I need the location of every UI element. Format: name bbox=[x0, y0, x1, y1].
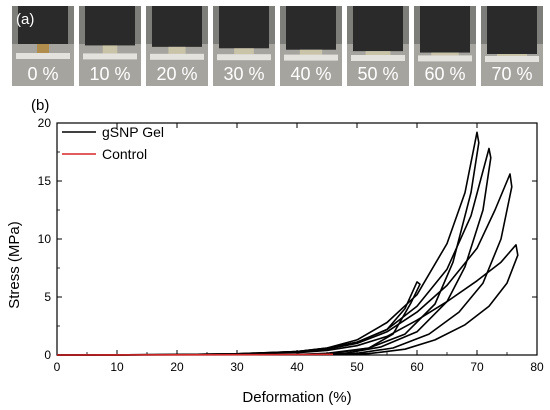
photo-label: 20 % bbox=[156, 64, 197, 84]
panel-a-label: (a) bbox=[16, 11, 34, 28]
chart-legend: gSNP Gel Control bbox=[62, 124, 164, 162]
x-tick-label: 30 bbox=[230, 360, 244, 374]
legend-label: Control bbox=[102, 146, 147, 162]
x-tick-label: 60 bbox=[410, 360, 424, 374]
x-tick-label: 70 bbox=[470, 360, 484, 374]
y-tick-label: 5 bbox=[44, 290, 51, 304]
legend-label: gSNP Gel bbox=[102, 124, 164, 140]
compression-photo: 0 % bbox=[12, 6, 74, 86]
photo-strip-svg: 0 % 10 % 20 % 30 % 40 % 50 % 60 % 70 % (a) bbox=[12, 6, 543, 86]
compression-photo: 50 % bbox=[347, 6, 409, 86]
chart-curves bbox=[56, 131, 519, 356]
y-tick-label: 15 bbox=[38, 174, 52, 188]
panel-b-label: (b) bbox=[31, 97, 49, 114]
compression-photo: 20 % bbox=[146, 6, 208, 86]
compression-photo: 30 % bbox=[213, 6, 275, 86]
compression-photo: 70 % bbox=[481, 6, 543, 86]
photo-label: 0 % bbox=[27, 64, 58, 84]
compression-photo: 60 % bbox=[414, 6, 476, 86]
photo-label: 50 % bbox=[357, 64, 398, 84]
y-tick-label: 10 bbox=[38, 232, 52, 246]
photo-label: 40 % bbox=[290, 64, 331, 84]
x-tick-label: 40 bbox=[290, 360, 304, 374]
x-tick-label: 50 bbox=[350, 360, 364, 374]
photo-label: 60 % bbox=[424, 64, 465, 84]
y-tick-label: 20 bbox=[38, 116, 52, 130]
x-axis-label: Deformation (%) bbox=[242, 389, 351, 406]
panel-b-stress-deformation-chart: (b) 0 10 20 30 40 50 60 70 80 0 5 10 15 20 gSNP Gel Co… bbox=[6, 97, 544, 406]
gsnp-gel-curve bbox=[56, 173, 513, 356]
compression-photo: 10 % bbox=[79, 6, 141, 86]
x-tick-label: 20 bbox=[170, 360, 184, 374]
x-tick-label: 80 bbox=[530, 360, 544, 374]
photo-label: 70 % bbox=[491, 64, 532, 84]
photo-label: 30 % bbox=[223, 64, 264, 84]
y-tick-label: 0 bbox=[44, 348, 51, 362]
gsnp-gel-curve bbox=[56, 147, 492, 356]
photo-label: 10 % bbox=[89, 64, 130, 84]
x-tick-label: 0 bbox=[54, 360, 61, 374]
y-axis-label: Stress (MPa) bbox=[6, 221, 23, 309]
control-curve bbox=[56, 353, 334, 356]
gsnp-gel-curve bbox=[56, 281, 421, 356]
x-tick-label: 10 bbox=[110, 360, 124, 374]
gsnp-gel-curve bbox=[56, 244, 519, 356]
panel-a-photo-strip: 0 % 10 % 20 % 30 % 40 % 50 % 60 % 70 % (a) bbox=[0, 0, 550, 90]
compression-photo: 40 % bbox=[280, 6, 342, 86]
